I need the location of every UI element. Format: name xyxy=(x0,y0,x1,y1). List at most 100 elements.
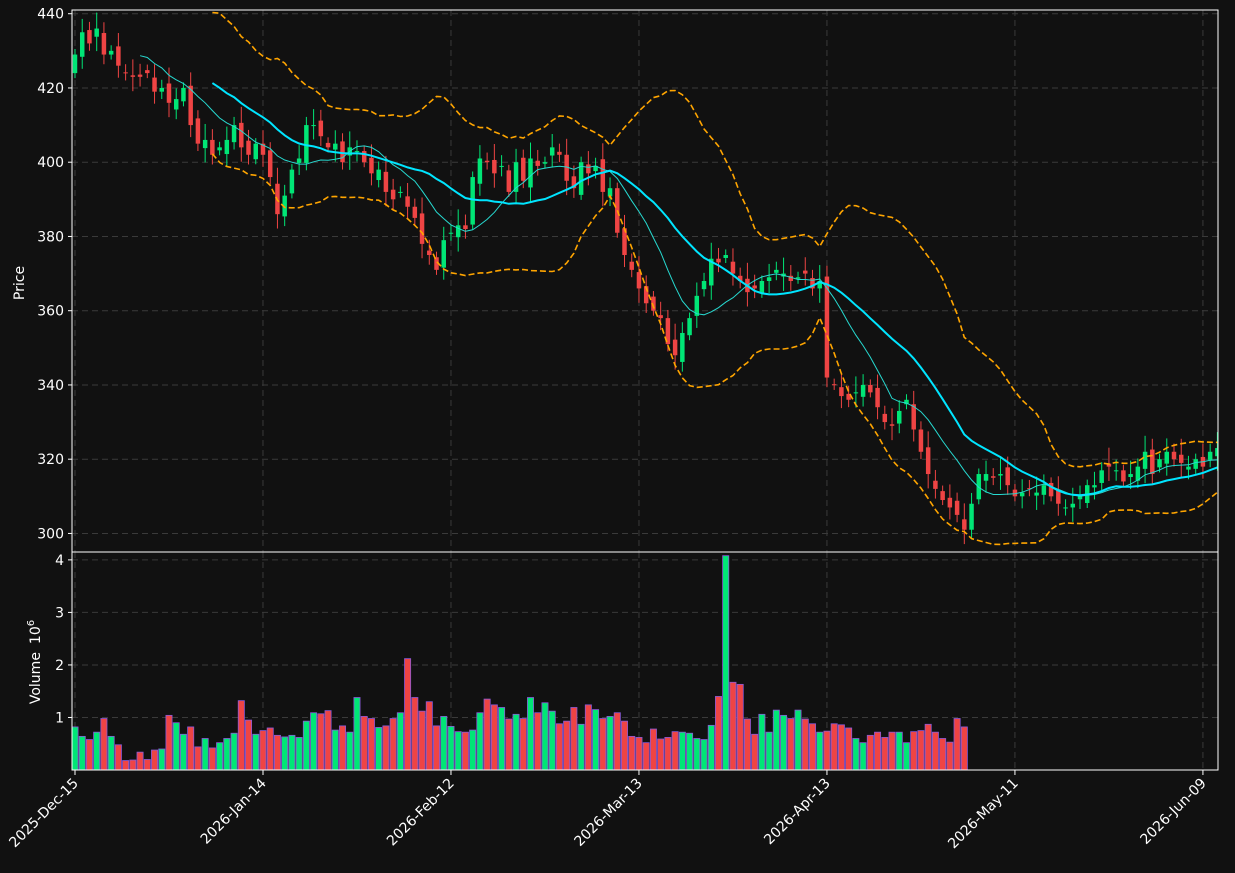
candle-body xyxy=(145,70,150,74)
candle-body xyxy=(817,281,822,289)
candle-body xyxy=(824,276,830,378)
volume-axis-title: Volume 106 xyxy=(26,620,44,704)
candle-body xyxy=(412,206,418,218)
candle-body xyxy=(130,75,136,77)
price-tick-label: 360 xyxy=(37,304,64,320)
candle-body xyxy=(246,140,251,155)
volume-bar xyxy=(288,734,296,770)
candle-body xyxy=(1005,467,1010,486)
volume-bar xyxy=(801,718,809,770)
volume-bar xyxy=(953,718,961,770)
volume-bar xyxy=(404,658,412,770)
volume-bar xyxy=(273,734,281,770)
candle-body xyxy=(889,424,895,426)
candle-body xyxy=(810,278,815,289)
candle-body xyxy=(94,28,99,37)
candle-body xyxy=(976,474,982,500)
volume-bar xyxy=(310,712,318,770)
volume-bar xyxy=(931,731,939,770)
candle-body xyxy=(868,384,873,393)
candle-body xyxy=(1128,474,1133,478)
volume-bar xyxy=(100,718,108,770)
candle-body xyxy=(101,33,107,55)
candle-body xyxy=(991,476,996,478)
volume-bar xyxy=(852,738,860,770)
volume-bar xyxy=(490,704,498,770)
volume-bar xyxy=(548,710,556,770)
volume-bar xyxy=(722,555,730,770)
volume-bar xyxy=(85,739,93,770)
candle-body xyxy=(296,158,302,163)
candle-body xyxy=(853,392,859,394)
volume-bar xyxy=(324,710,332,770)
candle-body xyxy=(911,404,916,430)
volume-bar xyxy=(353,697,361,770)
price-tick-label: 300 xyxy=(37,526,64,542)
volume-bar xyxy=(223,738,231,770)
volume-bar xyxy=(382,725,390,770)
volume-axis-exponent-base: 10 xyxy=(28,626,44,644)
volume-tick-label: 4 xyxy=(55,553,64,569)
volume-bar xyxy=(72,726,79,770)
volume-bar xyxy=(809,723,816,770)
candle-body xyxy=(202,139,208,149)
candle-body xyxy=(709,258,714,286)
volume-bar xyxy=(859,742,867,770)
volume-bar xyxy=(339,725,346,770)
candle-body xyxy=(860,384,866,397)
candle-body xyxy=(969,503,974,530)
volume-bar xyxy=(433,725,440,770)
candle-body xyxy=(954,500,960,515)
candle-body xyxy=(188,85,193,126)
candle-body xyxy=(672,339,678,356)
candle-body xyxy=(1150,449,1155,475)
volume-bar xyxy=(866,734,874,770)
price-tick-label: 320 xyxy=(37,452,64,468)
volume-bar xyxy=(671,731,679,770)
volume-bar xyxy=(910,731,918,770)
candle-body xyxy=(499,165,504,167)
volume-bar xyxy=(259,730,267,770)
candle-body xyxy=(1178,454,1184,463)
volume-tick-label: 1 xyxy=(55,710,64,726)
volume-bar xyxy=(577,723,585,770)
candle-body xyxy=(564,154,569,181)
candle-body xyxy=(455,225,461,238)
volume-bar xyxy=(454,731,462,770)
volume-bar xyxy=(686,732,694,770)
candle-body xyxy=(940,491,945,501)
volume-bar xyxy=(635,737,643,770)
volume-bar xyxy=(469,729,477,770)
candle-body xyxy=(528,158,533,188)
candle-body xyxy=(181,87,186,102)
candle-body xyxy=(448,232,454,234)
price-tick-label: 380 xyxy=(37,229,64,245)
volume-panel-frame xyxy=(71,551,1219,771)
candle-body xyxy=(361,151,367,163)
volume-bar xyxy=(678,731,686,770)
candle-body xyxy=(304,125,309,163)
candle-body xyxy=(282,195,287,217)
candle-body xyxy=(267,150,273,178)
volume-bar xyxy=(107,735,115,770)
volume-bar xyxy=(122,760,130,770)
volume-bar xyxy=(613,712,621,770)
candle-body xyxy=(390,189,396,200)
volume-axis-exponent: 6 xyxy=(26,620,37,626)
volume-bar xyxy=(765,731,773,770)
candle-body xyxy=(629,261,634,270)
volume-bar xyxy=(794,709,802,770)
volume-bar xyxy=(924,723,932,770)
volume-bar xyxy=(606,716,614,770)
candle-body xyxy=(622,228,627,256)
candle-body xyxy=(600,159,606,192)
candle-body xyxy=(1048,482,1054,497)
volume-tick-label: 3 xyxy=(55,605,64,621)
volume-bar xyxy=(649,728,657,770)
candle-body xyxy=(137,74,143,77)
candle-body xyxy=(788,275,794,281)
candle-body xyxy=(593,165,598,172)
volume-bar xyxy=(360,716,368,770)
price-tick-label: 420 xyxy=(37,81,64,97)
candle-body xyxy=(983,474,989,481)
